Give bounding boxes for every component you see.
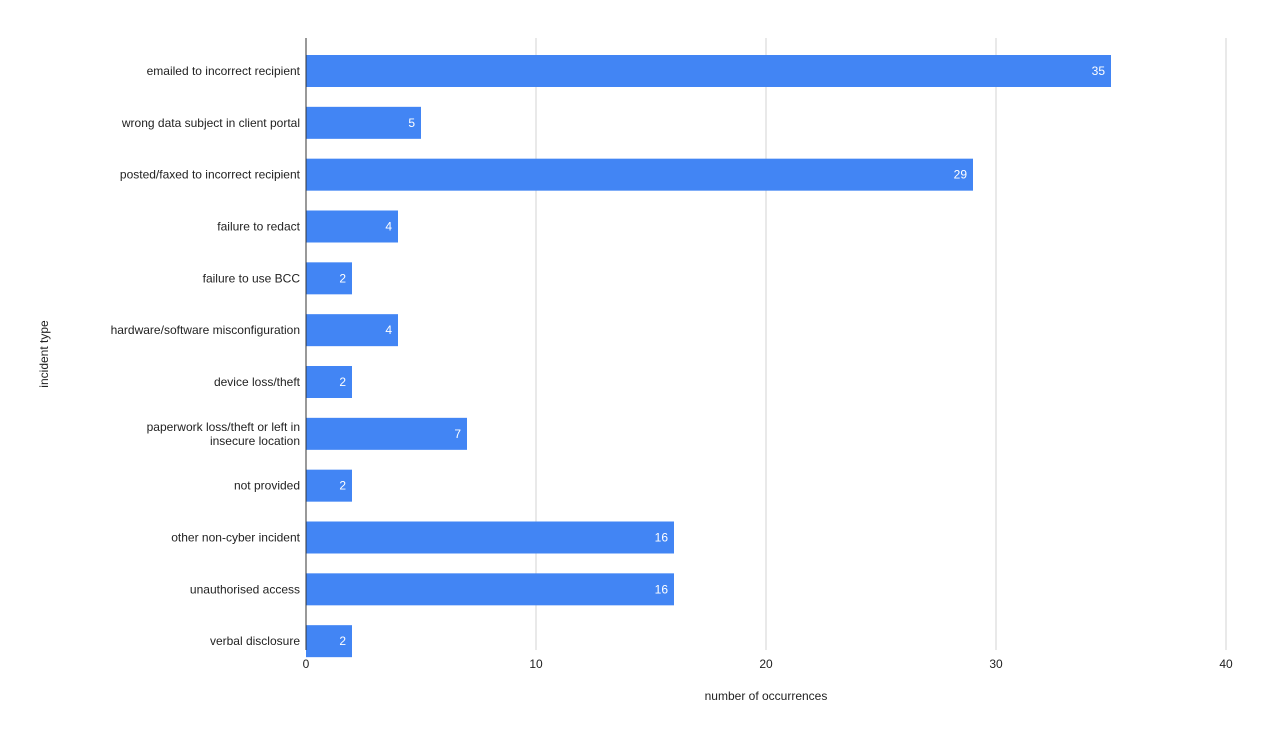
bar [306, 106, 421, 139]
bar [306, 55, 1111, 87]
bar-value-label: 2 [339, 375, 346, 389]
x-axis-title: number of occurrences [705, 689, 828, 703]
bar [306, 314, 398, 347]
bar-value-label: 4 [385, 220, 392, 234]
bar-value-label: 35 [1092, 64, 1106, 78]
bar-value-label: 4 [385, 323, 392, 337]
bar [306, 469, 352, 502]
bar-value-label: 7 [454, 427, 461, 441]
category-label: verbal disclosure [210, 634, 300, 648]
category-label: wrong data subject in client portal [121, 116, 300, 130]
category-label: posted/faxed to incorrect recipient [120, 168, 301, 182]
category-label: failure to use BCC [203, 271, 301, 285]
category-label: hardware/software misconfiguration [111, 323, 300, 337]
category-label: unauthorised access [190, 582, 300, 596]
category-label: failure to redact [217, 220, 300, 234]
bar-value-label: 2 [339, 634, 346, 648]
bar-value-label: 16 [655, 582, 669, 596]
bar [306, 573, 674, 606]
bar-value-label: 29 [954, 168, 968, 182]
bar [306, 262, 352, 295]
bar-value-label: 16 [655, 531, 669, 545]
bar [306, 625, 352, 658]
category-label: not provided [234, 479, 300, 493]
x-tick-labels: 0 10 20 30 40 [303, 657, 1233, 671]
gridlines [535, 38, 1227, 650]
category-labels: emailed to incorrect recipient wrong data… [111, 64, 301, 648]
x-tick-label: 20 [759, 657, 773, 671]
bar-value-label: 5 [408, 116, 415, 130]
bar [306, 366, 352, 398]
bars: 35 5 29 4 2 4 2 7 2 16 16 2 [306, 55, 1111, 658]
x-tick-label: 0 [303, 657, 310, 671]
bar [306, 521, 674, 554]
bar [306, 210, 398, 243]
category-label: emailed to incorrect recipient [147, 64, 301, 78]
category-label: paperwork loss/theft or left in insecure … [147, 420, 300, 448]
bar-value-label: 2 [339, 479, 346, 493]
x-tick-label: 40 [1219, 657, 1233, 671]
category-label: device loss/theft [214, 375, 301, 389]
y-axis-title: incident type [37, 320, 51, 388]
bar [306, 417, 467, 450]
bar-value-label: 2 [339, 271, 346, 285]
x-tick-label: 10 [529, 657, 543, 671]
x-tick-label: 30 [989, 657, 1003, 671]
bar [306, 158, 973, 191]
category-label: other non-cyber incident [171, 531, 300, 545]
